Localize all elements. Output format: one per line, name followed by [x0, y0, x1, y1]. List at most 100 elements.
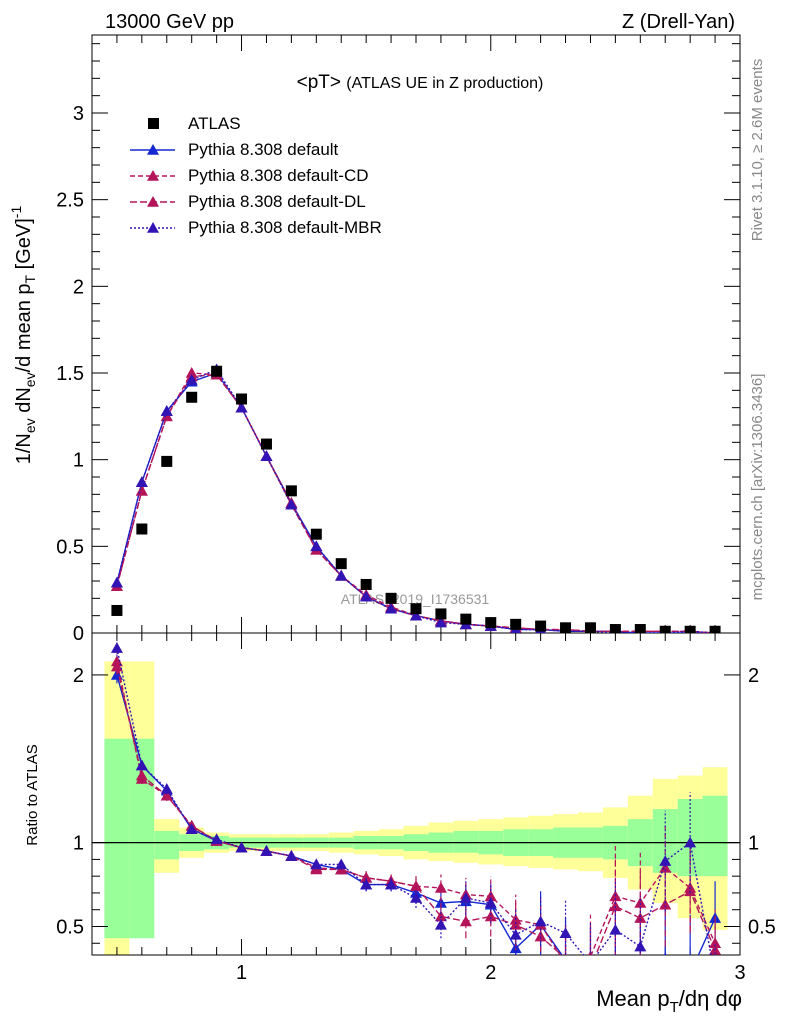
- x-tick-label: 1: [236, 962, 247, 984]
- main-marker-mbr: [360, 590, 373, 602]
- ratio-marker-mbr: [285, 850, 298, 861]
- ratio-marker-mbr: [584, 957, 596, 968]
- main-marker-mbr: [135, 476, 148, 487]
- main-marker-mbr: [410, 609, 422, 621]
- ratio-marker-mbr: [659, 855, 672, 866]
- ratio-marker-mbr: [459, 891, 472, 903]
- ratio-marker-mbr: [235, 841, 248, 853]
- ratio-marker-dl: [459, 915, 472, 927]
- data-point: [410, 603, 422, 615]
- ratio-marker-mbr: [509, 928, 522, 940]
- ratio-y-axis-label: Ratio to ATLAS: [24, 744, 41, 845]
- ratio-marker-dl: [634, 912, 647, 923]
- ratio-marker-dl: [110, 660, 123, 672]
- data-point: [609, 624, 621, 633]
- ratio-y-tick-label: 0.5: [56, 916, 84, 938]
- ratio-marker-default: [684, 967, 696, 978]
- data-point: [186, 391, 198, 403]
- ratio-marker-dl: [410, 880, 422, 892]
- ratio-marker-dl: [509, 918, 522, 930]
- ratio-marker-cd: [560, 957, 572, 968]
- ratio-marker-mbr: [160, 782, 173, 794]
- ratio-y-tick-label-right: 2: [748, 665, 759, 687]
- ratio-marker-mbr: [634, 940, 647, 952]
- main-y-tick-label: 2.5: [56, 190, 84, 212]
- ratio-marker-mbr: [559, 927, 572, 938]
- main-y-tick-label: 0: [73, 623, 84, 645]
- ratio-marker-cd: [484, 890, 497, 902]
- ratio-band-inner: [453, 830, 479, 853]
- ratio-marker-mbr: [110, 642, 123, 653]
- ratio-marker-dl: [534, 930, 547, 942]
- ratio-marker-dl: [484, 910, 497, 922]
- data-point: [435, 608, 447, 620]
- ratio-marker-dl: [659, 898, 672, 910]
- data-point: [510, 618, 522, 630]
- data-point: [161, 455, 173, 467]
- main-marker-mbr: [285, 498, 298, 510]
- data-point: [709, 625, 721, 633]
- data-point: [560, 622, 572, 633]
- ratio-marker-default: [584, 971, 596, 982]
- ratio-marker-default: [565, 954, 567, 955]
- ratio-marker-dl: [684, 885, 697, 897]
- ratio-marker-mbr: [185, 823, 198, 835]
- rivet-version-label: Rivet 3.1.10, ≥ 2.6M events: [749, 59, 766, 242]
- ratio-marker-mbr: [385, 878, 398, 890]
- data-point: [634, 624, 646, 633]
- main-y-tick-label: 2: [73, 276, 84, 298]
- ratio-marker-default: [434, 897, 447, 908]
- ratio-marker-mbr: [360, 878, 373, 890]
- svg-text:1/Nev dNev/d mean pT [GeV]-1: 1/Nev dNev/d mean pT [GeV]-1: [8, 206, 38, 465]
- data-point: [584, 622, 596, 633]
- legend-marker-data: [148, 118, 159, 129]
- ratio-band-inner: [154, 830, 180, 860]
- ratio-marker-dl: [609, 900, 622, 912]
- main-marker-mbr: [160, 405, 173, 416]
- data-point: [535, 620, 547, 632]
- ratio-marker-mbr: [434, 918, 447, 930]
- main-marker-mbr: [260, 450, 273, 461]
- ratio-marker-mbr: [709, 971, 721, 982]
- data-point: [111, 604, 123, 616]
- ratio-marker-default: [634, 971, 646, 982]
- ratio-y-tick-label: 2: [73, 665, 84, 687]
- ratio-marker-mbr: [684, 836, 697, 848]
- data-point: [335, 558, 347, 570]
- data-point: [285, 485, 297, 497]
- ratio-marker-mbr: [410, 891, 422, 903]
- data-point: [485, 617, 497, 629]
- legend-label-dl: Pythia 8.308 default-DL: [188, 192, 366, 211]
- main-y-tick-label: 3: [73, 103, 84, 125]
- main-marker-mbr: [185, 373, 198, 385]
- x-tick-label: 3: [734, 962, 745, 984]
- data-point: [460, 613, 472, 625]
- main-marker-mbr: [385, 602, 398, 614]
- plot-title-sub: (ATLAS UE in Z production): [346, 75, 543, 92]
- header-right-label: Z (Drell-Yan): [622, 11, 735, 33]
- ratio-marker-mbr: [484, 897, 497, 908]
- legend-label-cd: Pythia 8.308 default-CD: [188, 166, 369, 185]
- ratio-band-inner: [104, 738, 130, 939]
- data-point: [136, 523, 148, 535]
- ratio-band-inner: [702, 795, 728, 877]
- data-point: [310, 528, 322, 540]
- legend-marker-cd: [147, 170, 159, 181]
- legend-marker-dl: [147, 196, 159, 207]
- data-point: [236, 393, 248, 405]
- x-axis-label: Mean pT/dη dφ: [596, 986, 742, 1016]
- data-point: [360, 578, 372, 590]
- data-point: [260, 438, 272, 450]
- svg-text:Mean pT/dη dφ: Mean pT/dη dφ: [596, 986, 742, 1016]
- ratio-marker-mbr: [135, 759, 148, 771]
- ratio-marker-dl: [434, 910, 447, 922]
- ratio-y-tick-label: 1: [73, 833, 84, 855]
- ratio-marker-dl: [360, 871, 373, 883]
- plot-title: <pT> (ATLAS UE in Z production): [297, 72, 544, 93]
- ratio-marker-dl: [160, 789, 173, 801]
- data-point: [659, 625, 671, 633]
- ratio-marker-mbr: [210, 833, 223, 845]
- ratio-y-tick-label-right: 0.5: [748, 916, 776, 938]
- main-y-tick-label: 0.5: [56, 536, 84, 558]
